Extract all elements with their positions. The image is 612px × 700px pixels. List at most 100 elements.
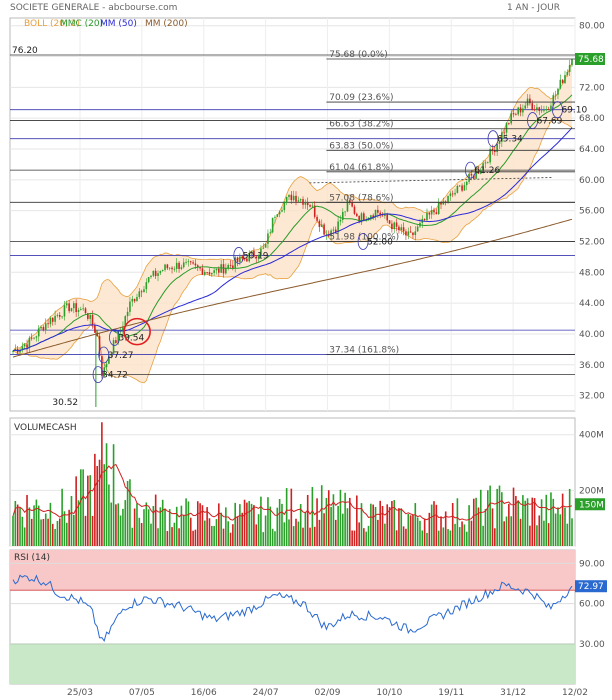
candle-body <box>26 344 28 348</box>
candle-body <box>491 149 494 151</box>
candle-body <box>108 355 110 364</box>
candle-body <box>250 250 253 254</box>
annotation-label: 39.54 <box>118 333 144 343</box>
candle-body <box>196 265 199 267</box>
candle-body <box>271 217 274 233</box>
volume-bar <box>421 530 424 546</box>
volume-bar <box>447 529 449 546</box>
candle-body <box>538 107 541 111</box>
candle-body <box>316 216 318 221</box>
highlight-circle <box>123 317 151 346</box>
candle-body <box>281 210 283 212</box>
volume-bar <box>211 525 213 546</box>
candle-body <box>19 349 21 353</box>
volume-ma-line <box>12 463 573 521</box>
candle-body <box>437 202 440 215</box>
volume-bar <box>505 516 508 546</box>
volume-bar <box>236 516 239 546</box>
candle-body <box>30 337 33 339</box>
candle-body <box>185 261 187 263</box>
rsi-last-label: 72.97 <box>578 582 604 592</box>
candle-body <box>454 192 456 195</box>
volume-bar <box>14 500 17 546</box>
candle-body <box>449 193 452 197</box>
chart-title: SOCIETE GENERALE - abcbourse.com <box>10 3 177 13</box>
volume-bar <box>510 516 512 546</box>
volume-bar <box>395 530 398 546</box>
candle-body <box>239 256 241 263</box>
volume-bar <box>222 528 225 546</box>
volume-bar <box>196 501 199 546</box>
candle-body <box>126 311 129 317</box>
volume-bar <box>157 528 159 546</box>
candle-body <box>288 194 290 198</box>
volume-bar <box>332 494 335 546</box>
candle-body <box>533 109 536 111</box>
last-price-tag <box>575 52 605 65</box>
bollinger-upper <box>12 61 573 352</box>
candle-body <box>461 185 463 191</box>
volume-bar <box>491 508 494 546</box>
candle-body <box>150 275 152 278</box>
x-tick-label: 10/10 <box>376 688 402 698</box>
candle-body <box>241 256 244 259</box>
candle-body <box>101 356 103 376</box>
candle-body <box>178 262 180 269</box>
fibonacci-label: 75.68 (0.0%) <box>329 50 388 60</box>
volume-bar <box>554 513 557 546</box>
volume-moving-average <box>12 463 573 521</box>
candle-body <box>192 262 194 264</box>
volume-bar <box>203 520 206 546</box>
candle-body <box>494 150 496 153</box>
candle-body <box>482 163 484 171</box>
candle-body <box>143 289 145 293</box>
volume-bar <box>30 518 33 546</box>
candle-body <box>346 200 349 212</box>
rsi-y-axis: 30.00 60.00 90.00 72.97 <box>575 559 607 650</box>
volume-bar <box>568 488 571 546</box>
candle-body <box>393 222 396 230</box>
volume-bar <box>276 507 279 546</box>
volume-panel: 200M 400M 150M VOLUMECASH <box>9 417 605 547</box>
candle-body <box>138 291 141 298</box>
candle-body <box>117 331 120 344</box>
candle-body <box>75 303 77 312</box>
moving-averages <box>12 94 573 358</box>
volume-bar <box>313 526 316 546</box>
candle-body <box>47 323 49 325</box>
price-panel: 75.68 (0.0%) 70.09 (23.6%) 66.63 (38.2%) 63… <box>9 17 605 412</box>
volume-bar <box>526 498 529 546</box>
volume-bar <box>234 502 236 546</box>
candle-body <box>206 272 208 273</box>
candle-body <box>189 261 192 263</box>
candle-body <box>512 113 515 115</box>
candle-body <box>187 261 190 263</box>
candle-body <box>475 171 477 179</box>
volume-bar <box>28 507 31 546</box>
x-tick-label: 12/02 <box>562 688 588 698</box>
volume-bar <box>517 500 520 546</box>
volume-bar <box>44 513 47 546</box>
volume-bar <box>388 507 391 546</box>
candle-body <box>199 266 201 269</box>
candle-body <box>105 363 108 368</box>
rsi-y-tick-label: 60.00 <box>579 600 605 610</box>
volume-bar <box>75 476 77 546</box>
volume-bar <box>201 505 204 546</box>
volume-bar <box>290 488 293 546</box>
candle-body <box>547 109 550 111</box>
candle-body <box>381 215 384 217</box>
volume-bar <box>185 498 187 546</box>
volume-bar <box>150 523 152 546</box>
volume-bar <box>133 508 136 546</box>
candle-body <box>522 108 524 113</box>
volume-bar <box>161 499 164 546</box>
volume-bar <box>12 515 14 546</box>
volume-bar <box>512 487 515 546</box>
volume-bar <box>325 497 328 546</box>
volume-bar <box>484 508 487 546</box>
volume-bar <box>250 503 253 546</box>
candle-body <box>363 213 365 221</box>
candle-body <box>274 216 276 218</box>
rsi-y-tick-label: 30.00 <box>579 640 605 650</box>
